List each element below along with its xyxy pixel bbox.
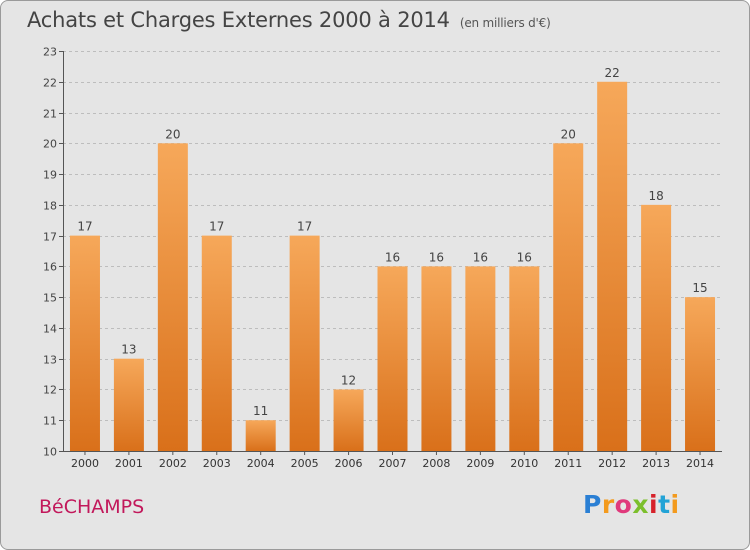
data-label: 20 bbox=[165, 127, 180, 141]
bars bbox=[69, 81, 716, 452]
commune-name: BéCHAMPS bbox=[39, 496, 145, 518]
y-tick-label: 21 bbox=[43, 108, 57, 121]
data-label: 18 bbox=[648, 189, 663, 203]
data-label: 15 bbox=[692, 281, 707, 295]
y-tick-label: 13 bbox=[43, 354, 57, 367]
bar bbox=[685, 297, 716, 451]
logo-letter: i bbox=[670, 490, 680, 519]
y-tick-label: 10 bbox=[43, 446, 57, 459]
y-tick-label: 23 bbox=[43, 46, 57, 59]
x-tick-label: 2000 bbox=[71, 457, 99, 470]
y-tick-label: 14 bbox=[43, 323, 57, 336]
x-tick-label: 2014 bbox=[686, 457, 714, 470]
y-tick-label: 16 bbox=[43, 261, 57, 274]
logo-letter: o bbox=[614, 490, 633, 519]
y-tick-label: 22 bbox=[43, 77, 57, 90]
x-tick-label: 2001 bbox=[115, 457, 143, 470]
data-label: 11 bbox=[253, 404, 268, 418]
data-label: 16 bbox=[517, 250, 532, 264]
proxiti-logo[interactable]: Proxiti bbox=[583, 490, 680, 519]
bar bbox=[421, 266, 452, 451]
x-tick-label: 2005 bbox=[291, 457, 319, 470]
data-label: 12 bbox=[341, 373, 356, 387]
logo-letter: x bbox=[632, 490, 649, 519]
data-label: 22 bbox=[605, 66, 620, 80]
bar bbox=[553, 143, 584, 452]
bar bbox=[465, 266, 496, 451]
x-tick-label: 2012 bbox=[598, 457, 626, 470]
bar bbox=[245, 420, 276, 451]
y-tick-label: 15 bbox=[43, 292, 57, 305]
logo-letter: r bbox=[601, 490, 615, 519]
logo-letter: P bbox=[583, 490, 602, 519]
x-tick-label: 2011 bbox=[554, 457, 582, 470]
bar bbox=[641, 204, 672, 451]
x-tick-label: 2009 bbox=[466, 457, 494, 470]
x-tick-label: 2013 bbox=[642, 457, 670, 470]
data-label: 17 bbox=[209, 220, 224, 234]
x-tick-label: 2007 bbox=[379, 457, 407, 470]
data-label: 16 bbox=[385, 250, 400, 264]
data-label: 13 bbox=[121, 343, 136, 357]
bar bbox=[289, 235, 320, 451]
bar bbox=[113, 358, 144, 451]
axes: 10 11 12 13 14 15 16 17 18 19 20 21 22 23 2000 2001 2002… bbox=[43, 46, 722, 470]
bar bbox=[333, 389, 364, 451]
logo-letter: i bbox=[649, 490, 659, 519]
x-tick-label: 2008 bbox=[422, 457, 450, 470]
data-label: 20 bbox=[561, 127, 576, 141]
y-tick-label: 20 bbox=[43, 138, 57, 151]
data-labels: 17 13 20 17 11 17 12 16 16 16 16 20 22 18 15 bbox=[77, 66, 707, 418]
chart-title: Achats et Charges Externes 2000 à 2014 (e… bbox=[27, 8, 551, 32]
data-label: 17 bbox=[297, 220, 312, 234]
x-tick-label: 2004 bbox=[247, 457, 275, 470]
chart-unit: (en milliers d'€) bbox=[459, 16, 551, 30]
y-tick-label: 12 bbox=[43, 384, 57, 397]
y-tick-label: 19 bbox=[43, 169, 57, 182]
bar bbox=[597, 81, 628, 452]
bar bbox=[157, 143, 188, 452]
y-tick-label: 18 bbox=[43, 200, 57, 213]
bar bbox=[201, 235, 232, 451]
bar bbox=[377, 266, 408, 451]
chart-title-text: Achats et Charges Externes 2000 à 2014 bbox=[27, 8, 450, 32]
x-tick-label: 2002 bbox=[159, 457, 187, 470]
bar bbox=[509, 266, 540, 451]
data-label: 16 bbox=[473, 250, 488, 264]
bar bbox=[69, 235, 100, 451]
x-tick-label: 2010 bbox=[510, 457, 538, 470]
logo-letter: t bbox=[658, 490, 671, 519]
y-tick-label: 11 bbox=[43, 415, 57, 428]
data-label: 16 bbox=[429, 250, 444, 264]
x-tick-label: 2003 bbox=[203, 457, 231, 470]
data-label: 17 bbox=[77, 220, 92, 234]
x-tick-label: 2006 bbox=[335, 457, 363, 470]
y-tick-label: 17 bbox=[43, 231, 57, 244]
